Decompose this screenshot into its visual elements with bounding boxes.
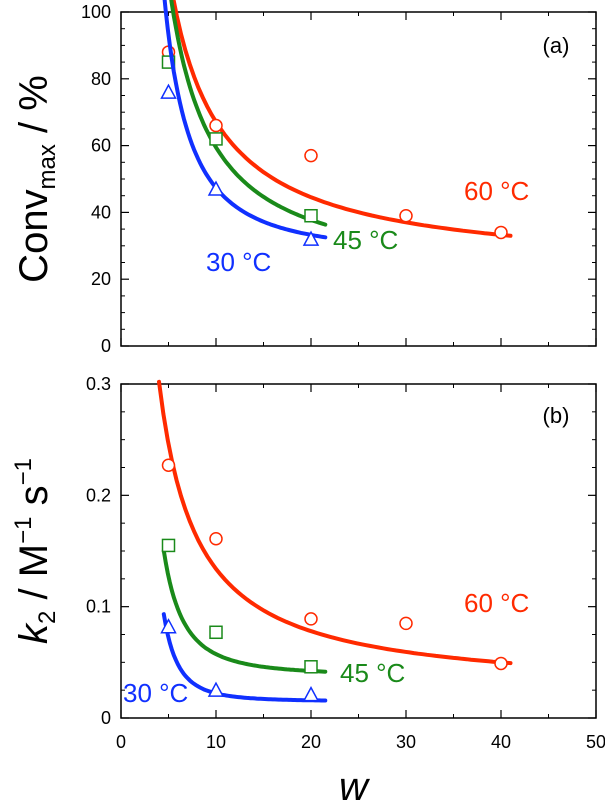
fit-curve-triangle (161, 612, 328, 703)
y-axis-title-tail: / % (12, 75, 56, 144)
x-axis-title: w (339, 765, 371, 809)
x-tick-label: 50 (586, 732, 605, 752)
series-label: 30 °C (206, 247, 271, 277)
y-tick-label: 60 (91, 136, 111, 156)
data-point-square (209, 132, 223, 146)
y-tick-label: 0.1 (86, 597, 111, 617)
x-tick-label: 0 (116, 732, 126, 752)
y-axis-title-sub: max (34, 144, 61, 189)
data-point-circle (209, 118, 223, 133)
panel-label: (b) (543, 403, 570, 428)
y-tick-label: 0.2 (86, 485, 111, 505)
data-point-circle (494, 656, 508, 671)
data-point-triangle (302, 686, 320, 702)
series-label: 45 °C (340, 658, 405, 688)
series-label: 30 °C (123, 678, 188, 708)
fit-curve-triangle (162, 0, 328, 240)
panel-label: (a) (543, 33, 570, 58)
data-point-triangle (302, 230, 320, 246)
data-point-circle (304, 148, 318, 163)
data-point-circle (161, 458, 176, 473)
y-axis-title-sup2: −1 (10, 458, 37, 485)
y-tick-label: 40 (91, 202, 111, 222)
x-tick-label: 30 (396, 732, 416, 752)
y-tick-label: 0 (101, 708, 111, 728)
data-point-circle (399, 208, 413, 223)
data-point-triangle (160, 618, 177, 634)
data-point-circle (304, 612, 318, 626)
y-axis-title-sub: 2 (34, 611, 61, 624)
series-label: 45 °C (333, 225, 398, 255)
data-point-square (209, 625, 223, 640)
y-axis-title: Convmax / % (12, 75, 61, 283)
series-label: 60 °C (464, 588, 529, 618)
fit-curve-square (169, 0, 328, 227)
data-point-square (304, 660, 318, 674)
y-tick-label: 20 (91, 269, 111, 289)
y-tick-label: 0 (101, 336, 111, 356)
y-tick-label: 0.3 (86, 374, 111, 394)
x-tick-label: 20 (301, 732, 321, 752)
panel-a-conversion-chart: 0 20 40 60 80 100 (a) Convmax / % 60 °C 45 °C 30 °… (12, 0, 597, 356)
fit-curve-square (161, 548, 328, 674)
y-axis-title-base: k (12, 622, 56, 644)
data-point-circle (399, 616, 413, 631)
y-tick-label: 100 (81, 2, 111, 22)
y-axis-title-mid: s (12, 485, 56, 516)
data-point-circle (494, 225, 508, 240)
data-point-circle (209, 532, 223, 546)
y-axis-title: k2 / M−1 s−1 (10, 458, 61, 644)
data-point-square (304, 208, 318, 223)
y-tick-label: 80 (91, 69, 111, 89)
data-point-triangle (160, 83, 177, 99)
fit-curve-circle (157, 379, 513, 666)
x-tick-label: 40 (491, 732, 511, 752)
y-axis-title-base: Conv (12, 189, 56, 282)
data-point-triangle (207, 180, 225, 196)
y-axis-title-sup1: −1 (10, 517, 37, 544)
data-point-square (161, 538, 176, 553)
x-tick-label: 10 (206, 732, 226, 752)
series-label: 60 °C (464, 176, 529, 206)
y-axis-title-tail: / M (12, 544, 56, 611)
fit-curve-circle (171, 0, 513, 238)
data-point-triangle (207, 681, 225, 697)
